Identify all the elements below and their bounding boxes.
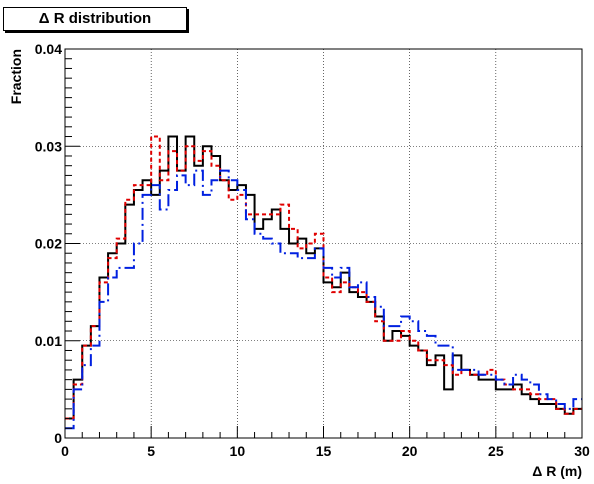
y-tick-label: 0.04: [35, 41, 62, 57]
x-axis-label: Δ R (m): [532, 463, 582, 479]
x-tick-label: 25: [488, 443, 504, 459]
x-tick-label: 20: [402, 443, 418, 459]
x-tick-label: 30: [574, 443, 590, 459]
histogram-series-dashdot: [65, 169, 582, 430]
y-tick-label: 0.01: [35, 333, 62, 349]
x-tick-label: 10: [230, 443, 246, 459]
y-tick-label: 0: [54, 430, 62, 446]
ticks: 0 5 10 15 20 25 30 0 0.01 0.02 0.03 0.04: [35, 41, 590, 459]
x-tick-label: 15: [316, 443, 332, 459]
y-tick-label: 0.03: [35, 138, 62, 154]
x-tick-label: 5: [147, 443, 155, 459]
series-group: [65, 135, 582, 430]
x-tick-label: 0: [61, 443, 69, 459]
chart-title: Δ R distribution: [3, 7, 187, 31]
y-axis-label: Fraction: [8, 49, 24, 104]
histogram-series-dashed: [65, 135, 582, 420]
y-tick-label: 0.02: [35, 236, 62, 252]
